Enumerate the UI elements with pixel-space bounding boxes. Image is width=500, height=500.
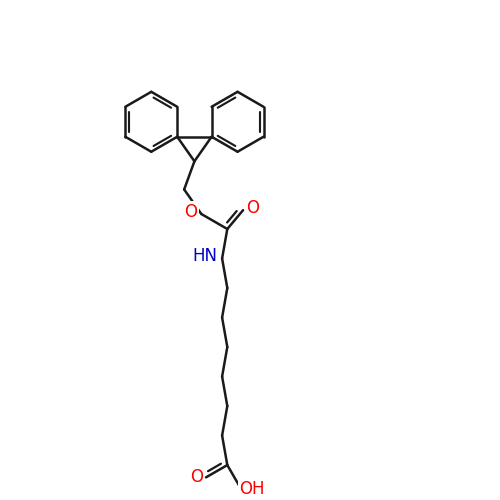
Text: OH: OH xyxy=(239,480,264,498)
Text: O: O xyxy=(184,202,197,220)
Text: O: O xyxy=(190,468,203,486)
Text: HN: HN xyxy=(192,247,218,265)
Text: O: O xyxy=(246,199,260,217)
